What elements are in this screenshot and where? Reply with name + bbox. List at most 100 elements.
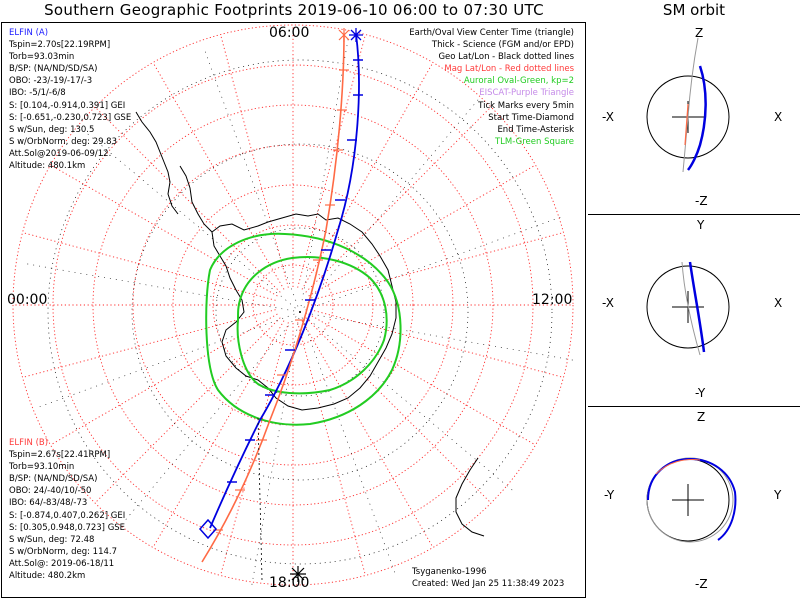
geo-lon-line [299,311,397,576]
elfin-a-track [209,33,360,529]
elfin-b-line: S w/OrbNorm, deg: 114.7 [9,546,118,557]
elfin-a-line: S: [0.104,-0.914,0.391] GEI [9,100,126,111]
antarctic-peninsula [179,165,213,233]
mag-lon-line [310,309,564,378]
legend-item: Auroral Oval-Green, kp=2 [463,76,574,87]
mag-lat-circle [132,144,454,466]
panel1-label-right: X [774,110,783,124]
legend-item: TLM-Green Square [494,136,574,147]
mag-lon-line [308,164,536,297]
end-asterisk-b [338,28,350,42]
view-center-asterisk [290,566,306,582]
elfin-b-line: Torb=93.10min [9,462,75,473]
auroral-oval-inner [236,256,388,395]
elfin-b-line: Tspin=2.67s[22.41RPM] [9,450,111,461]
panel2-label-left: -X [602,296,614,310]
mag-lon-line [297,322,366,576]
map-grid [12,24,576,588]
elfin-b-line: S: [0.305,0.948,0.723] GSE [9,522,126,533]
antarctica-outline [211,213,397,411]
footprint-tracks [198,28,363,582]
legend-item: Mag Lat/Lon - Red dotted lines [444,64,574,75]
south-america-coast [135,111,179,215]
elfin-a-line: Torb=93.03min [9,52,75,63]
panel3-label-bottom: -Z [695,577,708,591]
hour-label-00: 00:00 [7,292,48,308]
elfin-b-info: ELFIN (B) Tspin=2.67s[22.41RPM] Torb=93.… [9,437,125,582]
geo-lon-line [299,215,564,313]
mag-lon-line [220,322,289,576]
panel3-label-top: Z [697,410,706,424]
hour-label-12: 12:00 [532,292,573,308]
hour-label-06: 06:00 [269,25,310,41]
legend: Earth/Oval View Center Time (triangle) T… [409,27,574,148]
elfin-a-line: Tspin=2.70s[22.19RPM] [9,40,111,51]
panel2-label-bottom: -Y [695,386,706,400]
geo-lon-line [299,311,515,493]
panel-divider [588,214,800,215]
end-asterisk-a [349,28,363,42]
legend-item: Tick Marks every 5min [478,100,574,111]
panel1-label-bottom: -Z [695,194,708,208]
elfin-b-line: S: [-0.874,0.407,0.262] GEI [9,510,126,521]
mag-lat-circle [252,264,334,346]
auroral-oval-outer [205,232,402,426]
mag-lon-line [220,34,289,288]
elfin-a-line: S: [-0.651,-0.230,0.723] GSE [9,112,132,123]
elfin-a-line: Altitude: 480.1km [9,161,86,172]
elfin-b-line: OBO: 24/-40/10/-50 [9,486,92,497]
elfin-b-line: B/SP: (NA/ND/SD/SA) [9,474,98,485]
geo-lon-line [299,36,349,313]
hour-label-18: 18:00 [269,575,310,591]
elfin-a-name: ELFIN (A) [9,28,49,38]
elfin-a-line: Att.Sol@2019-06-09/12. [9,148,112,159]
mag-lat-circle [12,24,574,586]
mag-lon-line [301,320,434,548]
mag-lat-circle [52,64,534,546]
created-timestamp: Created: Wed Jan 25 11:38:49 2023 [412,579,565,590]
sm-orbit-title: SM orbit [662,1,726,19]
legend-item: Earth/Oval View Center Time (triangle) [409,28,574,38]
panel1-label-left: -X [602,110,614,124]
elfin-a-line: B/SP: (NA/ND/SD/SA) [9,64,98,75]
mag-lon-line [50,313,278,446]
auroral-oval [205,232,402,426]
elfin-a-line: S w/OrbNorm, deg: 29.83 [9,136,118,147]
elfin-b-line: Att.Sol@: 2019-06-18/11 [9,558,115,569]
panel3-label-left: -Y [604,488,615,502]
start-diamond [198,518,218,540]
page-title: Southern Geographic Footprints 2019-06-1… [44,1,544,19]
legend-item: Start Time-Diamond [488,112,574,123]
elfin-a-line: IBO: -5/1/-6/8 [9,88,66,99]
antarctica-coastline [135,111,485,537]
panel1-label-top: Z [695,26,704,40]
mag-lon-line [308,313,536,446]
elfin-a-line: S w/Sun, deg: 130.5 [9,124,95,135]
elfin-a-info: ELFIN (A) Tspin=2.70s[22.19RPM] Torb=93.… [9,27,131,172]
panel-divider [588,406,800,407]
elfin-b-name: ELFIN (B) [9,438,49,448]
elfin-b-line: S w/Sun, deg: 72.48 [9,534,95,545]
elfin-a-line: OBO: -23/-19/-17/-3 [9,76,93,87]
geo-lon-line [36,311,301,409]
elfin-b-line: IBO: 64/-83/48/-73 [9,498,88,509]
geo-lat-circle [131,143,469,481]
mag-lat-circle [92,104,494,506]
geo-lon-line [203,48,301,313]
legend-item: End Time-Asterisk [497,124,574,135]
geo-lat-circle [47,59,553,565]
mag-lon-line [50,164,278,297]
panel2-label-top: Y [697,218,705,232]
elfin-b-line: Altitude: 480.2km [9,571,86,582]
mag-lon-line [310,232,564,301]
elfin-b-track [201,33,345,563]
panel2-label-right: X [774,296,783,310]
legend-item: Thick - Science (FGM and/or EPD) [431,40,574,51]
panel3-label-right: Y [774,488,782,502]
credits: Tsyganenko-1996 Created: Wed Jan 25 11:3… [412,566,564,590]
mag-lat-circle [172,184,414,426]
australia-coast [455,457,485,537]
geo-lat-circle [215,227,385,397]
footprint-map-frame [1,22,586,598]
